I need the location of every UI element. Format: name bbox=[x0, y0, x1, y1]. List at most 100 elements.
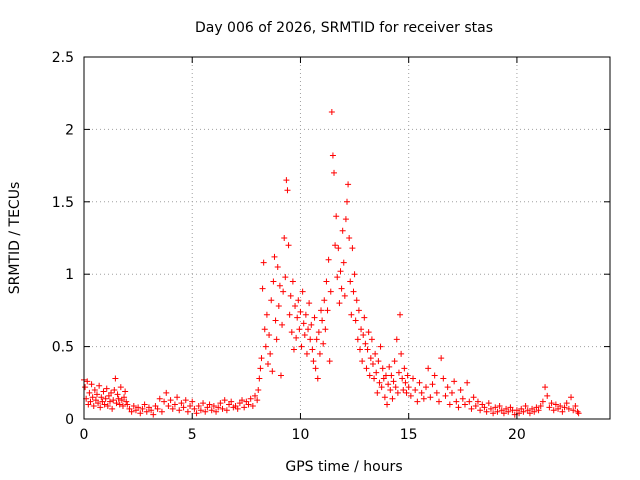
data-point bbox=[329, 152, 336, 159]
data-point bbox=[116, 401, 123, 408]
data-point bbox=[539, 398, 546, 405]
data-point bbox=[345, 181, 352, 188]
data-point bbox=[110, 397, 117, 404]
data-point bbox=[338, 285, 345, 292]
data-points bbox=[81, 109, 582, 418]
data-point bbox=[356, 346, 363, 353]
tick-labels: 0 5 10 15 20 0 0.5 1 1.5 2 2.5 bbox=[52, 50, 526, 443]
data-point bbox=[358, 326, 365, 333]
data-point bbox=[394, 389, 401, 396]
data-point bbox=[109, 405, 116, 412]
data-point bbox=[490, 410, 497, 417]
data-point bbox=[412, 387, 419, 394]
data-point bbox=[210, 402, 217, 409]
data-point bbox=[307, 336, 314, 343]
data-point bbox=[351, 271, 358, 278]
data-point bbox=[423, 384, 430, 391]
data-point bbox=[369, 360, 376, 367]
data-point bbox=[395, 369, 402, 376]
data-point bbox=[381, 394, 388, 401]
data-point bbox=[323, 278, 330, 285]
data-point bbox=[389, 395, 396, 402]
data-point bbox=[325, 256, 332, 263]
data-point bbox=[382, 372, 389, 379]
data-point bbox=[404, 372, 411, 379]
data-point bbox=[500, 410, 507, 417]
data-point bbox=[286, 311, 293, 318]
data-point bbox=[267, 350, 274, 357]
data-point bbox=[252, 392, 259, 399]
data-point bbox=[111, 387, 118, 394]
data-point bbox=[363, 365, 370, 372]
data-point bbox=[359, 358, 366, 365]
data-point bbox=[563, 400, 570, 407]
data-point bbox=[535, 407, 542, 414]
data-point bbox=[429, 381, 436, 388]
data-point bbox=[298, 343, 305, 350]
data-point bbox=[327, 288, 334, 295]
data-point bbox=[544, 392, 551, 399]
data-point bbox=[531, 408, 538, 415]
data-point bbox=[299, 288, 306, 295]
data-point bbox=[279, 321, 286, 328]
data-point bbox=[84, 378, 91, 385]
data-point bbox=[217, 400, 224, 407]
data-point bbox=[200, 400, 207, 407]
data-point bbox=[197, 407, 204, 414]
data-point bbox=[285, 242, 292, 249]
data-point bbox=[276, 282, 283, 289]
data-point bbox=[410, 375, 417, 382]
data-point bbox=[272, 317, 279, 324]
data-point bbox=[318, 307, 325, 314]
data-point bbox=[206, 401, 213, 408]
data-point bbox=[344, 198, 350, 205]
data-point bbox=[433, 389, 440, 396]
data-point bbox=[213, 408, 220, 415]
data-point bbox=[364, 346, 371, 353]
data-point bbox=[361, 314, 368, 321]
data-point bbox=[302, 311, 309, 318]
data-point bbox=[106, 398, 113, 405]
data-point bbox=[165, 402, 172, 409]
data-point bbox=[273, 336, 280, 343]
data-point bbox=[91, 387, 98, 394]
data-point bbox=[472, 402, 479, 409]
data-point bbox=[312, 365, 319, 372]
data-point bbox=[266, 332, 273, 339]
data-point bbox=[113, 400, 120, 407]
data-point bbox=[485, 400, 492, 407]
data-point bbox=[442, 392, 449, 399]
data-point bbox=[275, 303, 282, 310]
data-point bbox=[492, 404, 499, 411]
data-point bbox=[349, 245, 356, 252]
data-point bbox=[320, 340, 327, 347]
data-point bbox=[457, 387, 464, 394]
data-point bbox=[169, 405, 176, 412]
data-point bbox=[483, 408, 490, 415]
data-point bbox=[300, 320, 307, 327]
data-point bbox=[342, 216, 349, 223]
data-point bbox=[86, 389, 93, 396]
data-point bbox=[354, 336, 361, 343]
data-point bbox=[313, 336, 320, 343]
data-point bbox=[124, 401, 131, 408]
data-point bbox=[347, 278, 354, 285]
data-point bbox=[526, 410, 533, 417]
data-point bbox=[468, 405, 475, 412]
data-point bbox=[119, 402, 126, 409]
data-point bbox=[274, 263, 281, 270]
data-point bbox=[259, 285, 266, 292]
data-point bbox=[425, 365, 432, 372]
data-point bbox=[386, 363, 393, 370]
data-point bbox=[141, 401, 148, 408]
data-point bbox=[355, 307, 362, 314]
data-point bbox=[542, 384, 549, 391]
data-point bbox=[401, 365, 408, 372]
data-point bbox=[505, 408, 512, 415]
data-point bbox=[487, 405, 494, 412]
data-point bbox=[348, 311, 355, 318]
data-point bbox=[308, 321, 315, 328]
data-point bbox=[352, 317, 359, 324]
data-point bbox=[193, 410, 200, 417]
